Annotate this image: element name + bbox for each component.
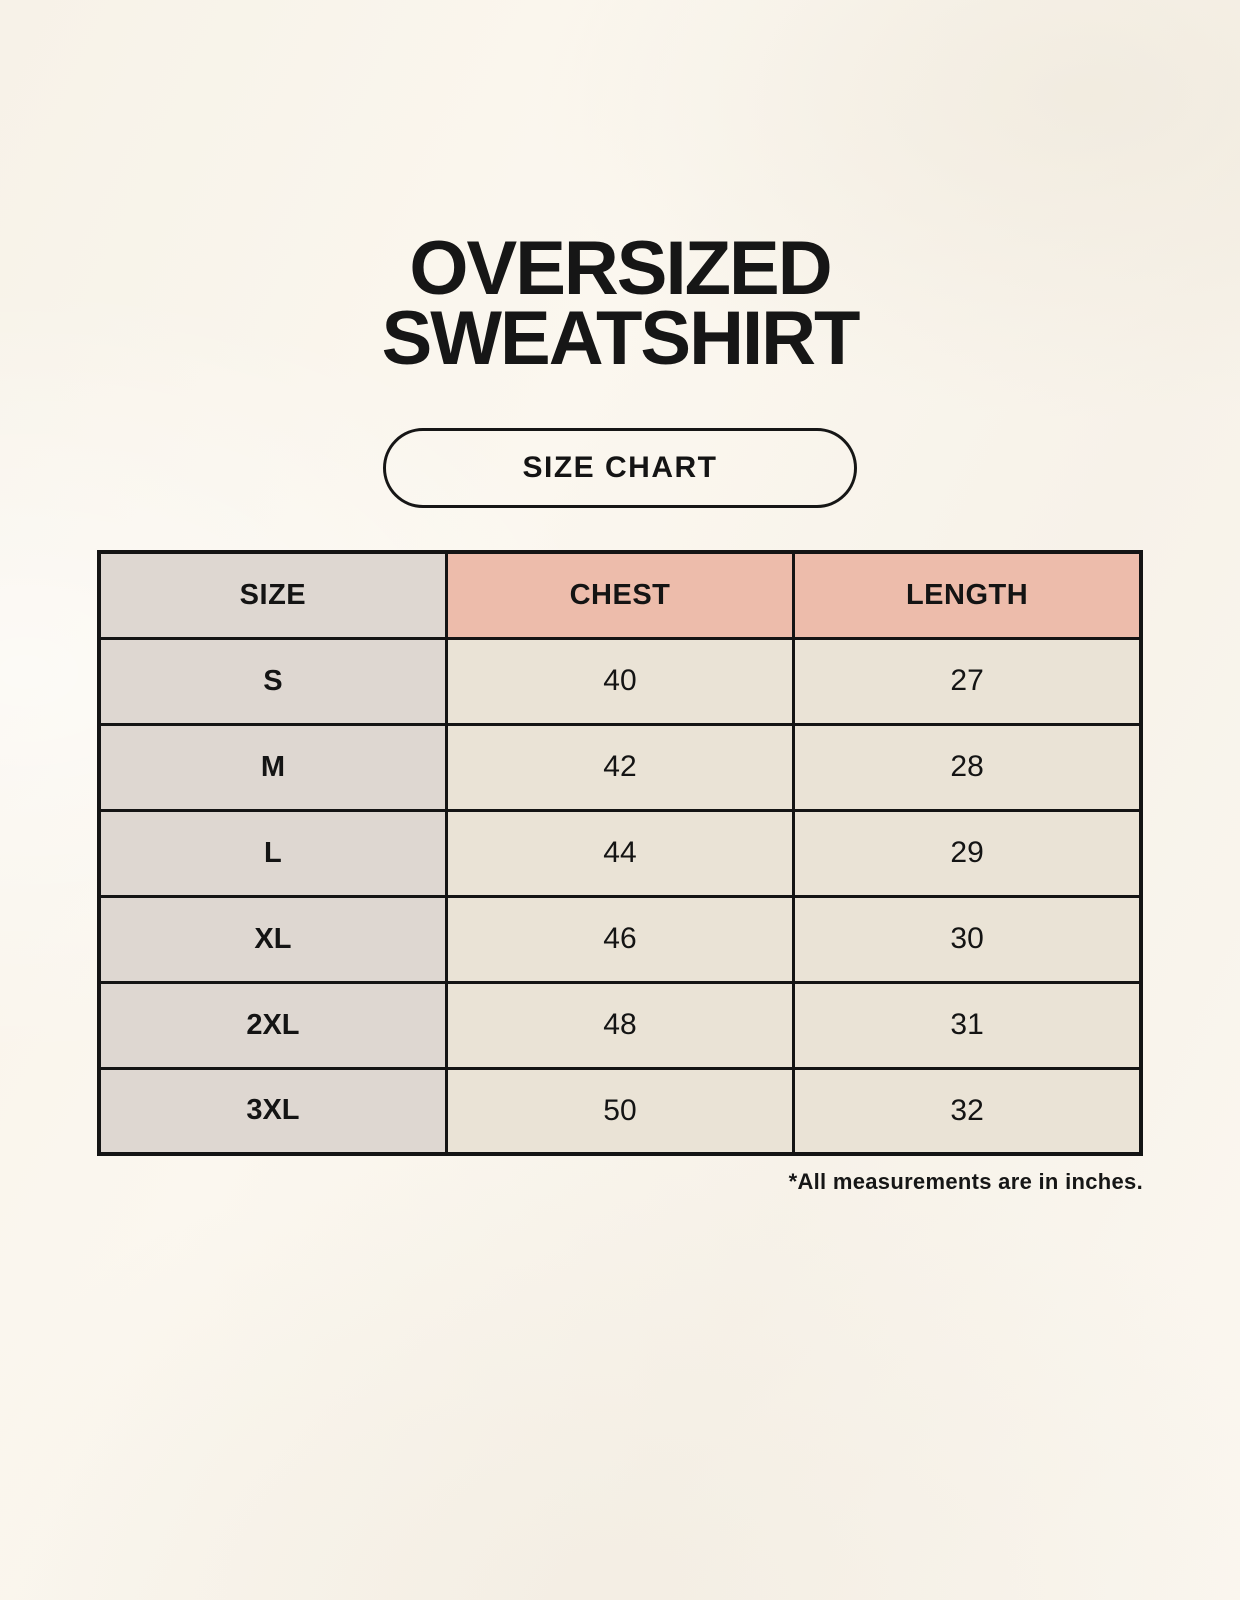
length-cell: 31 — [792, 980, 1143, 1070]
chest-cell: 46 — [444, 894, 796, 984]
chest-cell: 44 — [444, 808, 796, 898]
column-header-chest: CHEST — [444, 550, 796, 640]
column-header-length: LENGTH — [792, 550, 1143, 640]
length-cell: 27 — [792, 636, 1143, 726]
chest-cell: 42 — [444, 722, 796, 812]
size-chart-badge: SIZE CHART — [383, 428, 857, 508]
size-cell: L — [97, 808, 448, 898]
length-cell: 28 — [792, 722, 1143, 812]
size-cell: 3XL — [97, 1066, 448, 1156]
table-row-3xl: 3XL 50 32 — [97, 1066, 1143, 1156]
chest-cell: 40 — [444, 636, 796, 726]
table-row-m: M 42 28 — [97, 722, 1143, 812]
page-title: OVERSIZED SWEATSHIRT — [0, 0, 1240, 381]
length-cell: 32 — [792, 1066, 1143, 1156]
size-cell: S — [97, 636, 448, 726]
measurements-note: *All measurements are in inches. — [788, 1169, 1143, 1194]
chest-cell: 48 — [444, 980, 796, 1070]
page-title-line-2: SWEATSHIRT — [381, 296, 861, 381]
column-header-size: SIZE — [97, 550, 448, 640]
length-cell: 29 — [792, 808, 1143, 898]
size-table-header-row: SIZE CHEST LENGTH — [97, 550, 1143, 640]
length-cell: 30 — [792, 894, 1143, 984]
table-row-2xl: 2XL 48 31 — [97, 980, 1143, 1070]
table-row-l: L 44 29 — [97, 808, 1143, 898]
chest-cell: 50 — [444, 1066, 796, 1156]
size-chart-badge-label: SIZE CHART — [522, 451, 718, 484]
size-table: SIZE CHEST LENGTH S 40 27 M 42 28 L 44 2… — [97, 550, 1143, 1156]
size-cell: 2XL — [97, 980, 448, 1070]
table-row-xl: XL 46 30 — [97, 894, 1143, 984]
size-cell: XL — [97, 894, 448, 984]
size-cell: M — [97, 722, 448, 812]
page-title-line-1: OVERSIZED — [409, 226, 832, 311]
table-row-s: S 40 27 — [97, 636, 1143, 726]
